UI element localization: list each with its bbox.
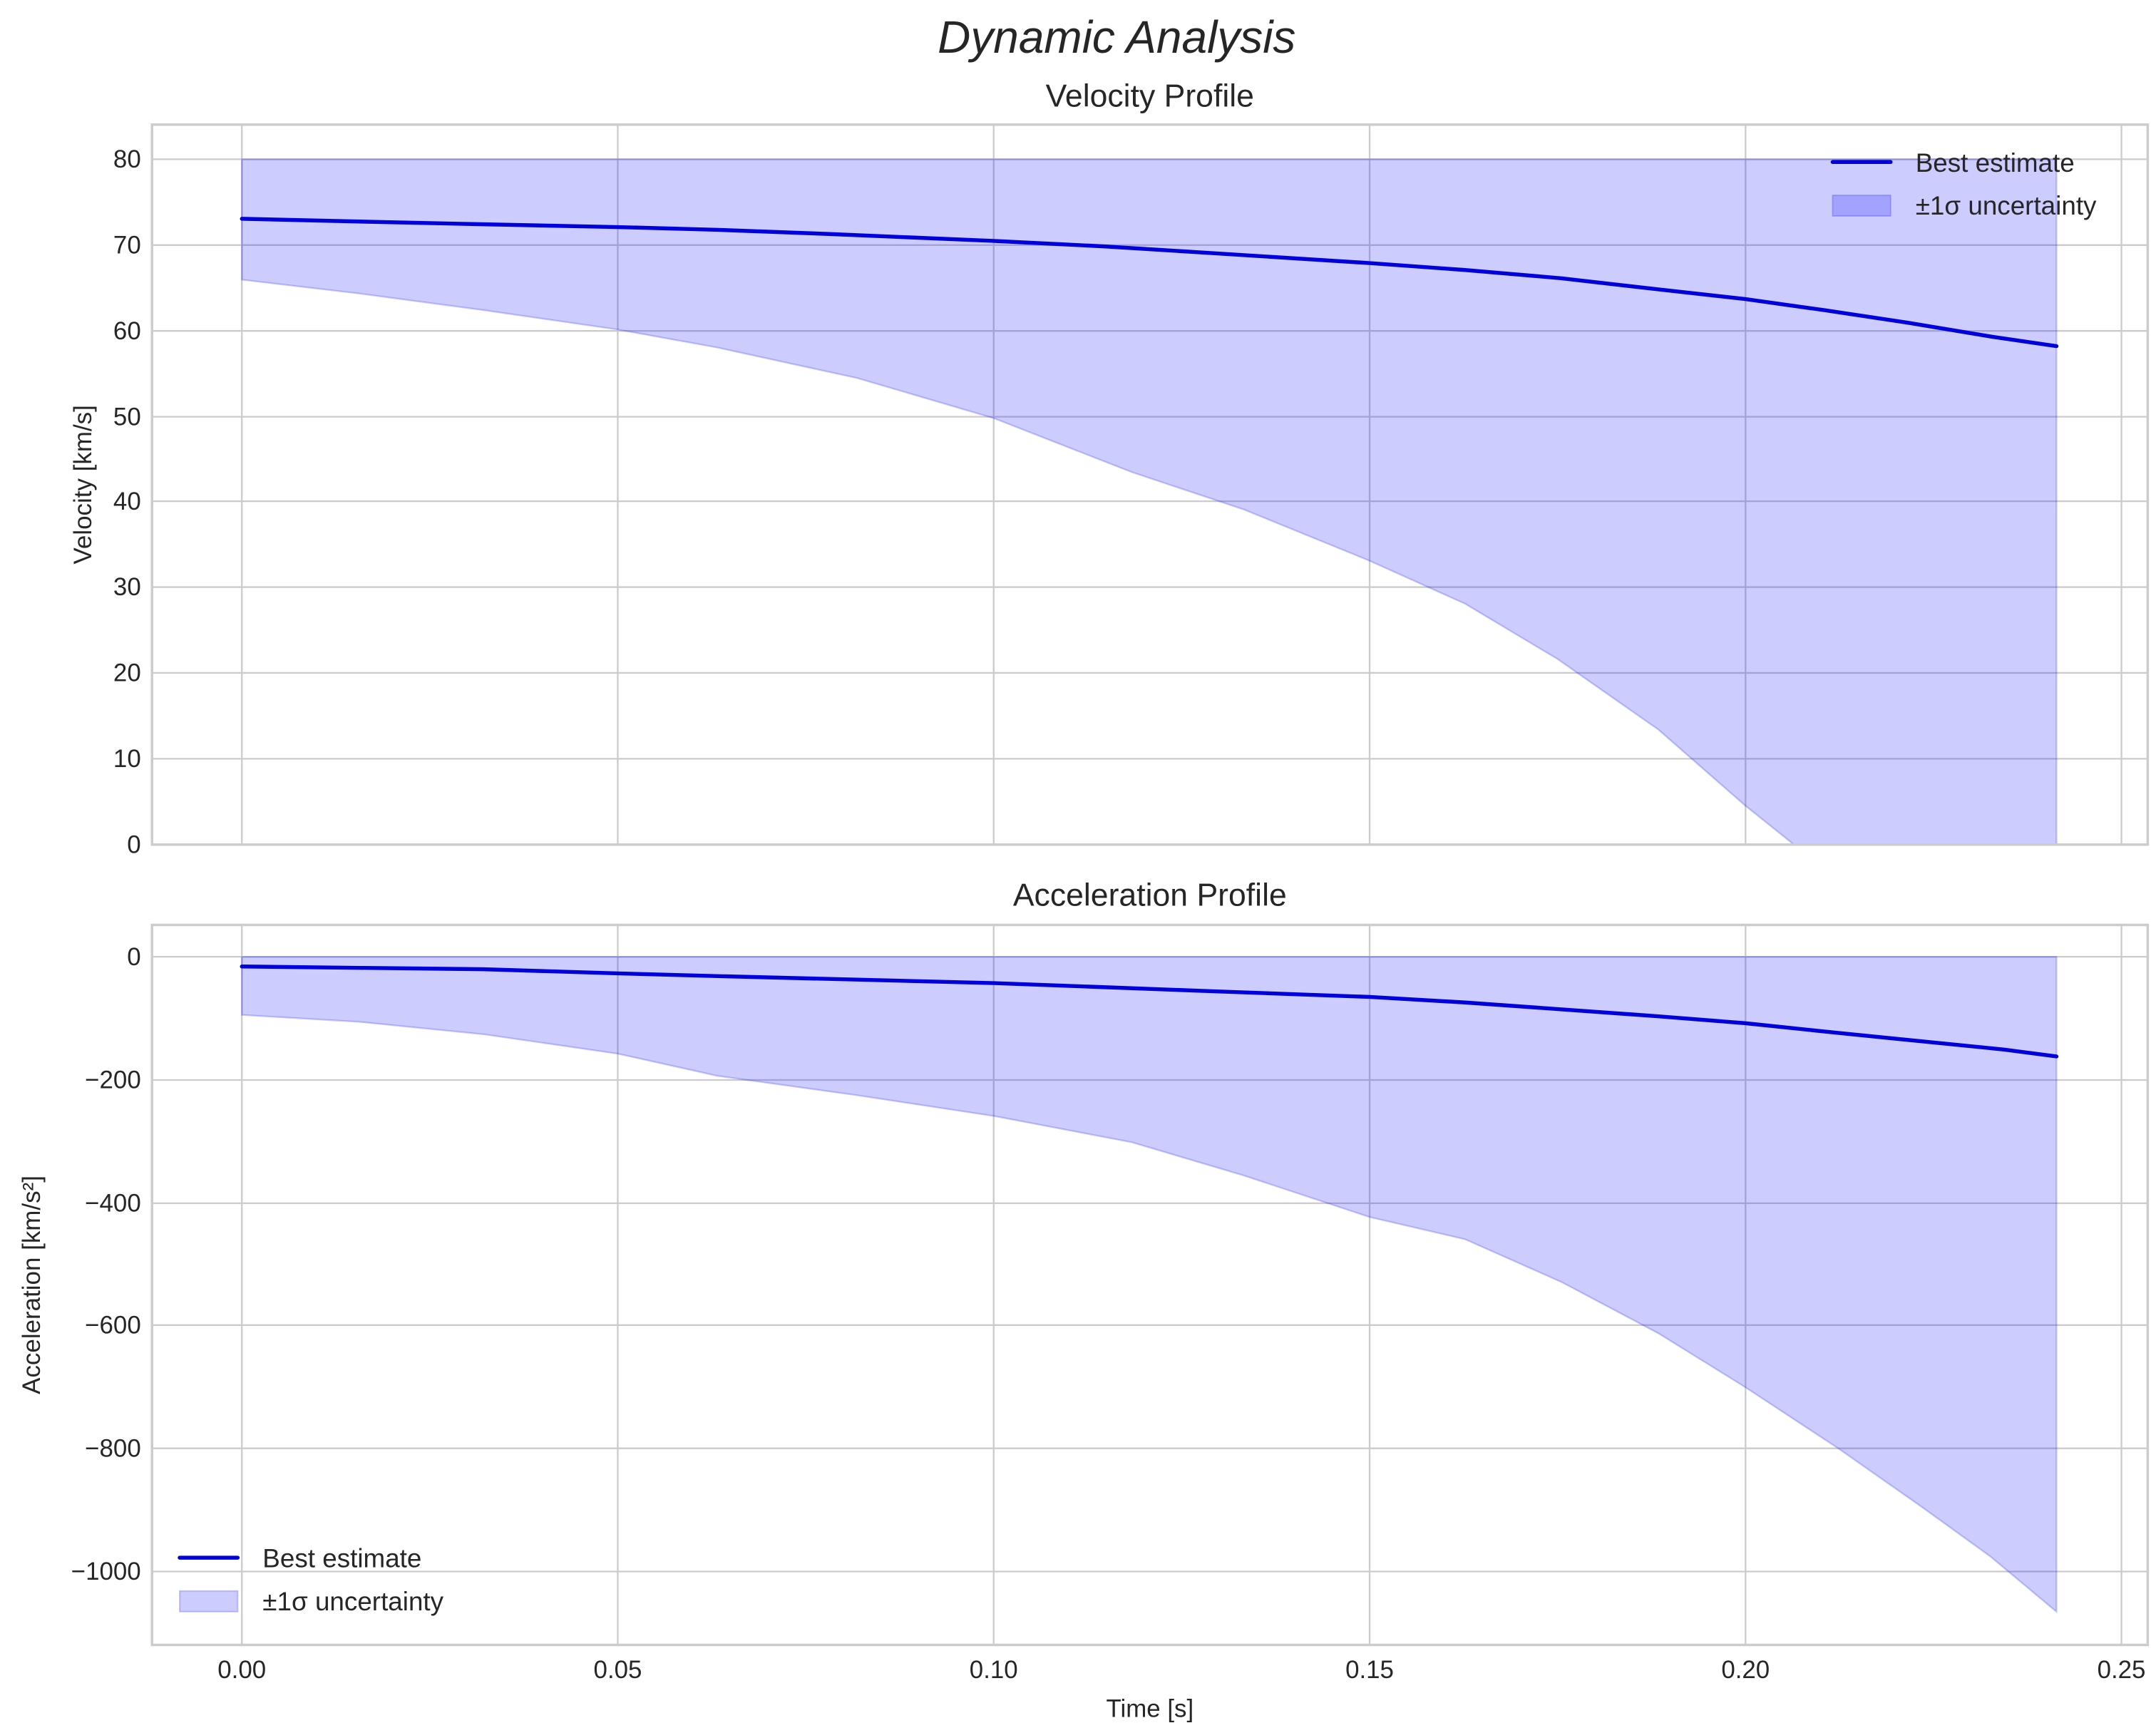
velocity-axes: Velocity Profile 0 10 20 30 40 bbox=[69, 79, 2150, 858]
velocity-title: Velocity Profile bbox=[1046, 79, 1254, 114]
legend-line-label: Best estimate bbox=[1916, 148, 2075, 178]
velocity-best-estimate-line bbox=[240, 217, 2059, 349]
svg-text:−200: −200 bbox=[85, 1066, 141, 1094]
legend-line-label: Best estimate bbox=[262, 1544, 421, 1573]
svg-text:40: 40 bbox=[113, 488, 141, 515]
velocity-uncertainty-band bbox=[241, 158, 2058, 845]
velocity-legend: Best estimate ±1σ uncertainty bbox=[1830, 148, 2097, 220]
svg-text:0.15: 0.15 bbox=[1345, 1656, 1394, 1684]
acceleration-title: Acceleration Profile bbox=[1013, 878, 1287, 912]
figure-title: Dynamic Analysis bbox=[938, 11, 1295, 63]
acceleration-legend: Best estimate ±1σ uncertainty bbox=[178, 1544, 444, 1616]
svg-text:0.05: 0.05 bbox=[594, 1656, 642, 1684]
velocity-grid bbox=[152, 124, 2148, 845]
svg-text:−800: −800 bbox=[85, 1434, 141, 1462]
svg-text:0.20: 0.20 bbox=[1721, 1656, 1770, 1684]
acceleration-yticks: 0 −200 −400 −600 −800 −1000 bbox=[71, 943, 141, 1585]
legend-band-icon bbox=[179, 1590, 239, 1613]
legend-band-label: ±1σ uncertainty bbox=[262, 1587, 443, 1616]
svg-text:−1000: −1000 bbox=[71, 1558, 141, 1585]
x-axis-label: Time [s] bbox=[1106, 1694, 1194, 1722]
svg-text:20: 20 bbox=[113, 659, 141, 687]
svg-text:0.10: 0.10 bbox=[970, 1656, 1018, 1684]
xticks: 0.00 0.05 0.10 0.15 0.20 0.25 bbox=[217, 1656, 2145, 1684]
svg-text:0.00: 0.00 bbox=[217, 1656, 266, 1684]
velocity-yticks: 0 10 20 30 40 50 60 70 80 bbox=[113, 145, 141, 858]
svg-text:−600: −600 bbox=[85, 1311, 141, 1339]
acceleration-axes: Acceleration Profile 0 −200 −400 −600 −8… bbox=[18, 878, 2150, 1722]
svg-text:0.25: 0.25 bbox=[2098, 1656, 2146, 1684]
svg-text:80: 80 bbox=[113, 145, 141, 173]
svg-text:70: 70 bbox=[113, 231, 141, 259]
svg-text:0: 0 bbox=[127, 830, 140, 858]
legend-band-label: ±1σ uncertainty bbox=[1916, 191, 2097, 220]
acceleration-ylabel: Acceleration [km/s²] bbox=[18, 1176, 46, 1394]
acceleration-uncertainty-band bbox=[241, 955, 2058, 1614]
svg-text:60: 60 bbox=[113, 317, 141, 345]
acceleration-best-estimate-line bbox=[240, 965, 2059, 1059]
svg-text:50: 50 bbox=[113, 403, 141, 431]
svg-text:30: 30 bbox=[113, 573, 141, 601]
legend-band-icon bbox=[1832, 194, 1891, 217]
velocity-ylabel: Velocity [km/s] bbox=[69, 405, 97, 564]
svg-text:−400: −400 bbox=[85, 1189, 141, 1217]
svg-text:10: 10 bbox=[113, 745, 141, 773]
svg-text:0: 0 bbox=[127, 943, 140, 971]
acceleration-grid bbox=[152, 925, 2148, 1645]
